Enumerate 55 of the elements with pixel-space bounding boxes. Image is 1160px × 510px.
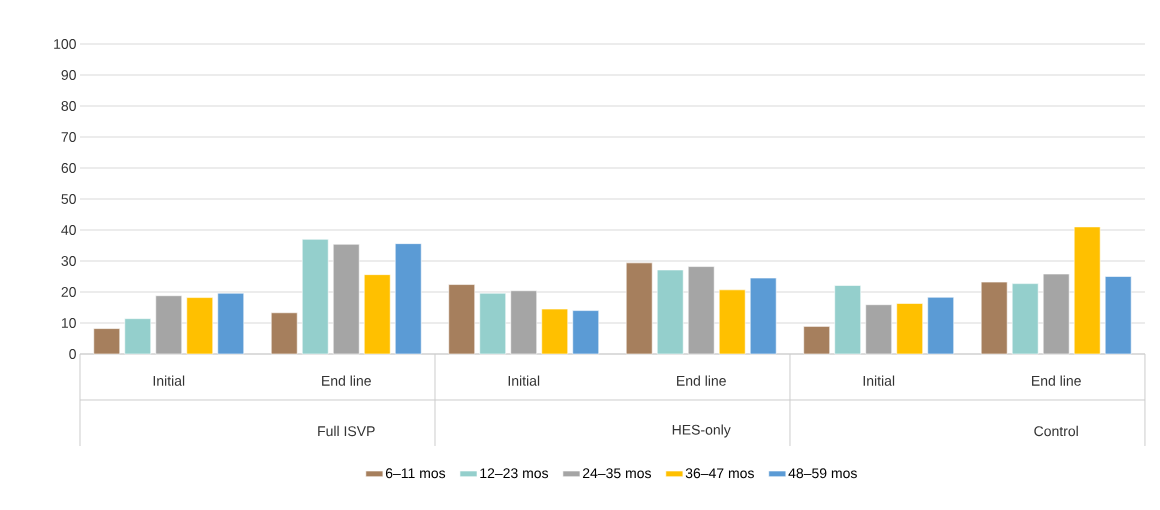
bar <box>572 310 600 355</box>
bar <box>656 269 684 355</box>
bar <box>217 292 245 355</box>
text: HES-only <box>672 424 731 438</box>
bar <box>865 304 893 355</box>
bar <box>93 328 121 355</box>
bar <box>803 326 831 355</box>
bar <box>332 243 360 355</box>
bar <box>749 277 777 355</box>
y-tick-label: 100 <box>54 39 76 49</box>
bar <box>625 262 653 355</box>
bar <box>1104 276 1132 355</box>
bar <box>718 289 746 355</box>
legend-label: 24–35 mos <box>582 468 651 479</box>
bar <box>186 297 214 355</box>
legend-label: 36–47 mos <box>685 468 754 479</box>
y-tick-label: 40 <box>61 225 76 235</box>
text: Control <box>1034 425 1078 437</box>
x-tick-label: End line <box>322 375 371 386</box>
bar <box>155 295 183 355</box>
bar <box>270 312 298 355</box>
y-tick-label: 90 <box>61 70 76 80</box>
bar <box>363 274 391 355</box>
bar <box>124 318 152 355</box>
bar <box>448 284 476 355</box>
y-tick-label: 60 <box>61 163 76 173</box>
text: Full ISVP <box>318 425 375 437</box>
bar <box>980 281 1008 355</box>
y-tick-label: 20 <box>61 287 76 297</box>
x-tick-label: End line <box>1032 375 1081 386</box>
y-tick-label: 70 <box>61 132 76 142</box>
x-tick-label: Initial <box>863 375 895 386</box>
bar <box>1011 283 1039 355</box>
x-tick-label: End line <box>677 375 726 386</box>
bar <box>896 303 924 355</box>
bar <box>394 243 422 355</box>
legend-label: 48–59 mos <box>788 468 857 479</box>
legend-label: 12–23 mos <box>480 468 549 479</box>
bar <box>834 285 862 355</box>
bar <box>1073 226 1101 355</box>
bar <box>927 296 955 355</box>
y-tick-label: 10 <box>61 318 76 328</box>
y-tick-label: 0 <box>69 349 76 359</box>
y-tick-label: 80 <box>61 101 76 111</box>
legend-label: 6–11 mos <box>385 468 446 479</box>
bar <box>1042 273 1070 355</box>
bar <box>541 308 569 355</box>
y-tick-label: 50 <box>61 194 76 204</box>
bar <box>510 290 538 355</box>
x-tick-label: Initial <box>153 375 185 386</box>
x-tick-label: Initial <box>508 375 540 386</box>
y-tick-label: 30 <box>61 256 76 266</box>
bar <box>479 292 507 355</box>
bar <box>687 266 715 355</box>
bar <box>301 238 329 355</box>
